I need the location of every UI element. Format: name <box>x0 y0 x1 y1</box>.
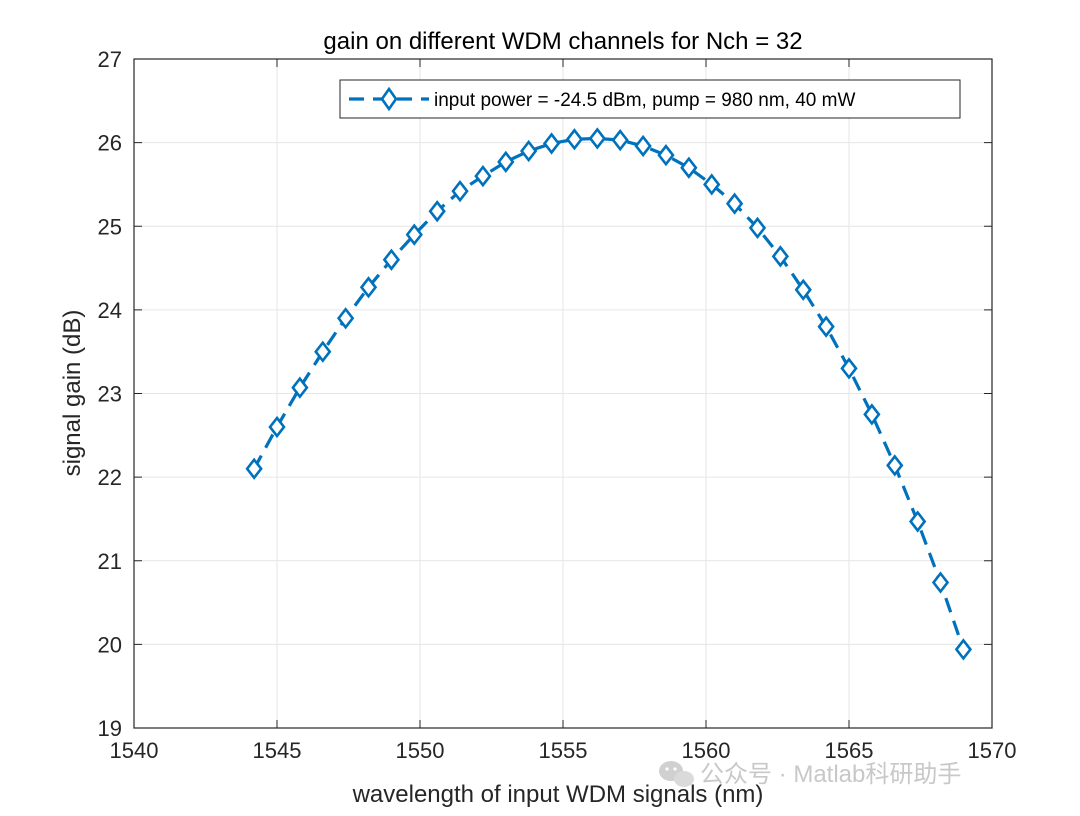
x-tick-label: 1540 <box>110 738 159 763</box>
data-point-marker <box>954 638 973 661</box>
data-point-marker <box>908 510 927 533</box>
data-point-marker <box>794 278 812 301</box>
data-point-marker <box>680 156 698 179</box>
data-point-marker <box>405 223 423 246</box>
data-point-marker <box>382 248 401 271</box>
data-point-marker <box>725 192 744 215</box>
tick-labels: 1540 1545 1550 1555 1560 1565 1570 19 20 21 22 23 24… <box>98 47 1017 763</box>
legend-marker-sample <box>380 86 398 112</box>
x-tick-label: 1550 <box>396 738 445 763</box>
y-tick-label: 24 <box>98 298 122 323</box>
y-tick-label: 21 <box>98 549 122 574</box>
data-point-marker <box>863 403 881 426</box>
x-tick-label: 1565 <box>825 738 874 763</box>
data-point-marker <box>268 415 286 439</box>
y-tick-label: 27 <box>98 47 122 72</box>
y-tick-label: 25 <box>98 214 122 239</box>
y-tick-label: 26 <box>98 131 122 156</box>
data-point-marker <box>840 357 858 380</box>
data-point-marker <box>657 144 675 167</box>
data-point-marker <box>771 245 790 268</box>
wechat-icon <box>659 761 694 787</box>
data-point-marker <box>748 216 767 240</box>
legend-entry-label: input power = -24.5 dBm, pump = 980 nm, … <box>434 90 855 111</box>
data-point-marker <box>497 150 515 173</box>
data-point-marker <box>336 307 355 330</box>
data-point-marker <box>291 376 309 399</box>
data-point-marker <box>474 164 492 188</box>
watermark: 公众号 · Matlab科研助手 <box>659 761 961 788</box>
x-tick-label: 1560 <box>682 738 731 763</box>
legend-box <box>339 79 961 119</box>
watermark-text: 公众号 · Matlab科研助手 <box>700 761 961 788</box>
data-point-marker <box>314 340 332 363</box>
x-tick-label: 1570 <box>968 738 1017 763</box>
y-tick-label: 19 <box>98 716 122 741</box>
y-tick-label: 22 <box>98 465 122 490</box>
y-tick-label: 23 <box>98 382 122 407</box>
ticks <box>133 58 993 729</box>
data-point-marker <box>703 173 721 196</box>
data-point-marker <box>245 457 263 480</box>
data-point-marker <box>634 134 652 158</box>
data-point-marker <box>428 200 446 223</box>
data-point-marker <box>611 128 629 152</box>
data-point-marker <box>886 454 904 477</box>
data-point-marker <box>542 132 561 155</box>
legend: input power = -24.5 dBm, pump = 980 nm, … <box>339 79 961 119</box>
data-point-marker <box>520 139 538 163</box>
data-point-marker <box>451 180 469 203</box>
data-point-marker <box>359 276 378 299</box>
chart-title: gain on different WDM channels for Nch =… <box>323 28 802 55</box>
x-tick-label: 1555 <box>539 738 588 763</box>
data-point-marker <box>817 315 835 338</box>
data-point-marker <box>588 127 606 150</box>
y-tick-label: 20 <box>98 632 122 657</box>
data-point-marker <box>565 128 584 151</box>
series-layer <box>245 127 973 661</box>
data-point-marker <box>931 571 950 594</box>
x-tick-label: 1545 <box>253 738 302 763</box>
y-axis-label: signal gain (dB) <box>59 310 86 477</box>
x-axis-label: wavelength of input WDM signals (nm) <box>352 781 764 808</box>
